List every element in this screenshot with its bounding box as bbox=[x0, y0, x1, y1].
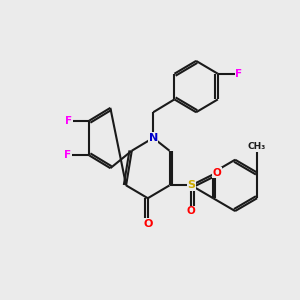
Text: F: F bbox=[65, 116, 72, 126]
Text: F: F bbox=[64, 150, 71, 160]
Text: O: O bbox=[213, 167, 221, 178]
Text: O: O bbox=[143, 219, 152, 229]
Text: N: N bbox=[148, 133, 158, 143]
Text: CH₃: CH₃ bbox=[248, 142, 266, 152]
Text: S: S bbox=[187, 180, 195, 190]
Text: F: F bbox=[236, 69, 243, 79]
Text: O: O bbox=[187, 206, 196, 216]
